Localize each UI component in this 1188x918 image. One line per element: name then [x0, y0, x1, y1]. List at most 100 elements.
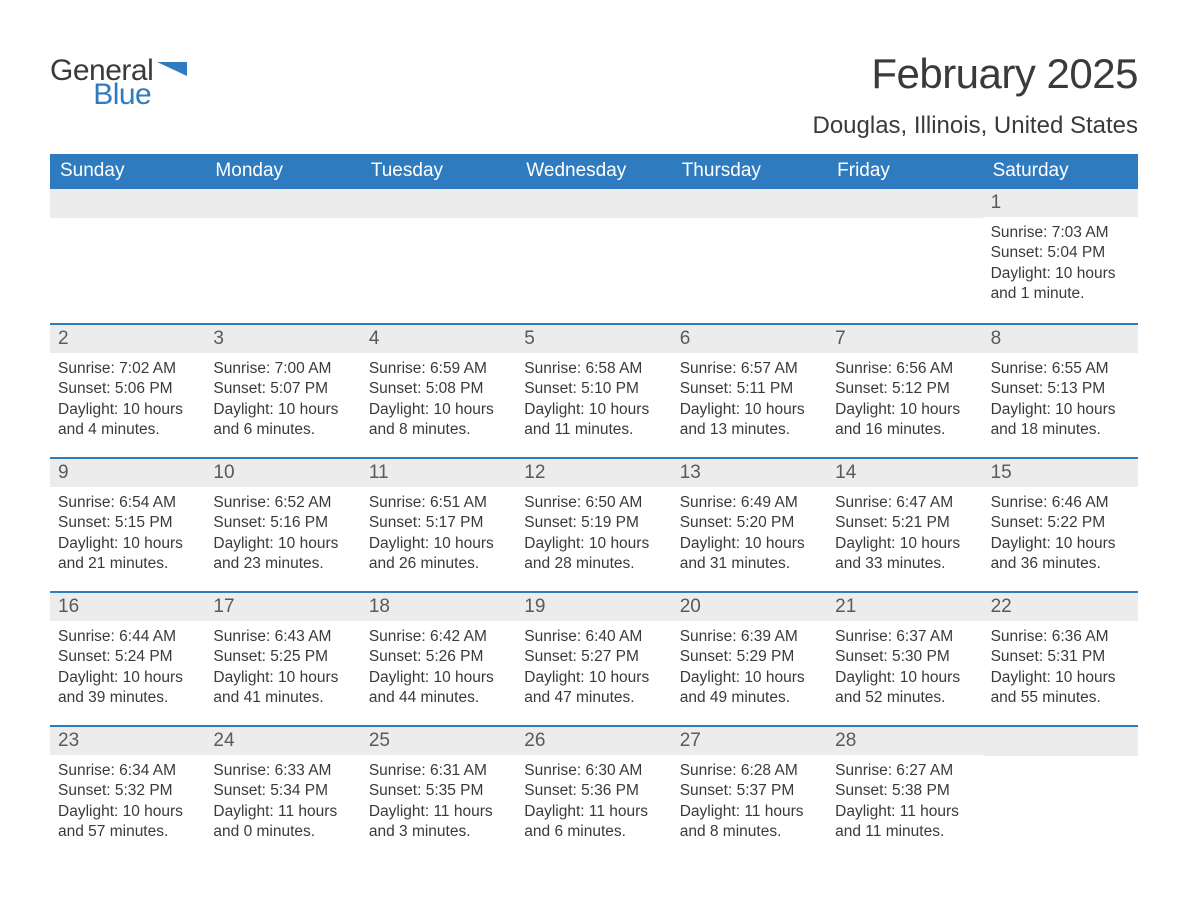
sunset-text: Sunset: 5:11 PM — [680, 379, 819, 399]
day-number: 6 — [672, 325, 827, 353]
sunrise-text: Sunrise: 6:30 AM — [524, 761, 663, 781]
weekday-saturday: Saturday — [983, 154, 1138, 189]
calendar-subtitle: Douglas, Illinois, United States — [813, 112, 1139, 140]
sunset-text: Sunset: 5:15 PM — [58, 513, 197, 533]
sunset-text: Sunset: 5:17 PM — [369, 513, 508, 533]
day-number: 5 — [516, 325, 671, 353]
sunset-text: Sunset: 5:38 PM — [835, 781, 974, 801]
day-cell: 10Sunrise: 6:52 AMSunset: 5:16 PMDayligh… — [205, 459, 360, 591]
day-body: Sunrise: 6:54 AMSunset: 5:15 PMDaylight:… — [50, 487, 205, 585]
sunrise-text: Sunrise: 6:28 AM — [680, 761, 819, 781]
day-body: Sunrise: 6:30 AMSunset: 5:36 PMDaylight:… — [516, 755, 671, 853]
sunrise-text: Sunrise: 6:31 AM — [369, 761, 508, 781]
day-number: 14 — [827, 459, 982, 487]
empty-strip — [516, 189, 671, 218]
day-number: 27 — [672, 727, 827, 755]
sunrise-text: Sunrise: 6:52 AM — [213, 493, 352, 513]
empty-cell — [361, 189, 516, 323]
daylight-text: Daylight: 10 hours and 52 minutes. — [835, 668, 974, 709]
daylight-text: Daylight: 10 hours and 31 minutes. — [680, 534, 819, 575]
daylight-text: Daylight: 10 hours and 47 minutes. — [524, 668, 663, 709]
sunrise-text: Sunrise: 6:37 AM — [835, 627, 974, 647]
sunrise-text: Sunrise: 7:03 AM — [991, 223, 1130, 243]
sunset-text: Sunset: 5:24 PM — [58, 647, 197, 667]
day-body: Sunrise: 6:44 AMSunset: 5:24 PMDaylight:… — [50, 621, 205, 719]
day-body: Sunrise: 6:39 AMSunset: 5:29 PMDaylight:… — [672, 621, 827, 719]
day-number: 8 — [983, 325, 1138, 353]
day-cell: 12Sunrise: 6:50 AMSunset: 5:19 PMDayligh… — [516, 459, 671, 591]
weekday-friday: Friday — [827, 154, 982, 189]
sunset-text: Sunset: 5:27 PM — [524, 647, 663, 667]
daylight-text: Daylight: 10 hours and 18 minutes. — [991, 400, 1130, 441]
sunrise-text: Sunrise: 6:54 AM — [58, 493, 197, 513]
daylight-text: Daylight: 11 hours and 3 minutes. — [369, 802, 508, 843]
sunset-text: Sunset: 5:06 PM — [58, 379, 197, 399]
sunrise-text: Sunrise: 6:55 AM — [991, 359, 1130, 379]
empty-strip — [361, 189, 516, 218]
day-number: 24 — [205, 727, 360, 755]
sunset-text: Sunset: 5:07 PM — [213, 379, 352, 399]
sunrise-text: Sunrise: 6:49 AM — [680, 493, 819, 513]
weekday-monday: Monday — [205, 154, 360, 189]
empty-strip — [50, 189, 205, 218]
weekday-thursday: Thursday — [672, 154, 827, 189]
day-body: Sunrise: 6:58 AMSunset: 5:10 PMDaylight:… — [516, 353, 671, 451]
sunrise-text: Sunrise: 6:57 AM — [680, 359, 819, 379]
sunset-text: Sunset: 5:35 PM — [369, 781, 508, 801]
day-body: Sunrise: 6:51 AMSunset: 5:17 PMDaylight:… — [361, 487, 516, 585]
sunrise-text: Sunrise: 6:58 AM — [524, 359, 663, 379]
week-row: 1Sunrise: 7:03 AMSunset: 5:04 PMDaylight… — [50, 189, 1138, 323]
day-body: Sunrise: 6:37 AMSunset: 5:30 PMDaylight:… — [827, 621, 982, 719]
logo-flag-icon — [157, 62, 187, 89]
day-body: Sunrise: 6:42 AMSunset: 5:26 PMDaylight:… — [361, 621, 516, 719]
day-body: Sunrise: 7:03 AMSunset: 5:04 PMDaylight:… — [983, 217, 1138, 315]
day-number: 23 — [50, 727, 205, 755]
week-row: 9Sunrise: 6:54 AMSunset: 5:15 PMDaylight… — [50, 457, 1138, 591]
empty-strip — [827, 189, 982, 218]
day-body: Sunrise: 6:47 AMSunset: 5:21 PMDaylight:… — [827, 487, 982, 585]
day-body: Sunrise: 6:50 AMSunset: 5:19 PMDaylight:… — [516, 487, 671, 585]
week-row: 23Sunrise: 6:34 AMSunset: 5:32 PMDayligh… — [50, 725, 1138, 859]
day-cell: 13Sunrise: 6:49 AMSunset: 5:20 PMDayligh… — [672, 459, 827, 591]
daylight-text: Daylight: 10 hours and 21 minutes. — [58, 534, 197, 575]
sunset-text: Sunset: 5:10 PM — [524, 379, 663, 399]
daylight-text: Daylight: 10 hours and 36 minutes. — [991, 534, 1130, 575]
empty-cell — [50, 189, 205, 323]
day-cell: 4Sunrise: 6:59 AMSunset: 5:08 PMDaylight… — [361, 325, 516, 457]
daylight-text: Daylight: 10 hours and 49 minutes. — [680, 668, 819, 709]
empty-cell — [205, 189, 360, 323]
day-number: 7 — [827, 325, 982, 353]
sunset-text: Sunset: 5:20 PM — [680, 513, 819, 533]
sunrise-text: Sunrise: 6:59 AM — [369, 359, 508, 379]
week-row: 16Sunrise: 6:44 AMSunset: 5:24 PMDayligh… — [50, 591, 1138, 725]
sunrise-text: Sunrise: 6:46 AM — [991, 493, 1130, 513]
sunrise-text: Sunrise: 6:27 AM — [835, 761, 974, 781]
day-cell: 17Sunrise: 6:43 AMSunset: 5:25 PMDayligh… — [205, 593, 360, 725]
day-number: 4 — [361, 325, 516, 353]
day-body: Sunrise: 6:34 AMSunset: 5:32 PMDaylight:… — [50, 755, 205, 853]
day-cell: 1Sunrise: 7:03 AMSunset: 5:04 PMDaylight… — [983, 189, 1138, 323]
daylight-text: Daylight: 11 hours and 11 minutes. — [835, 802, 974, 843]
daylight-text: Daylight: 10 hours and 4 minutes. — [58, 400, 197, 441]
day-number: 2 — [50, 325, 205, 353]
daylight-text: Daylight: 10 hours and 8 minutes. — [369, 400, 508, 441]
day-body: Sunrise: 6:28 AMSunset: 5:37 PMDaylight:… — [672, 755, 827, 853]
weekday-tuesday: Tuesday — [361, 154, 516, 189]
week-row: 2Sunrise: 7:02 AMSunset: 5:06 PMDaylight… — [50, 323, 1138, 457]
day-number: 21 — [827, 593, 982, 621]
day-body: Sunrise: 6:33 AMSunset: 5:34 PMDaylight:… — [205, 755, 360, 853]
sunset-text: Sunset: 5:19 PM — [524, 513, 663, 533]
header: General Blue February 2025 Douglas, Illi… — [50, 50, 1138, 140]
sunrise-text: Sunrise: 6:34 AM — [58, 761, 197, 781]
day-cell: 23Sunrise: 6:34 AMSunset: 5:32 PMDayligh… — [50, 727, 205, 859]
daylight-text: Daylight: 10 hours and 28 minutes. — [524, 534, 663, 575]
day-number: 22 — [983, 593, 1138, 621]
sunset-text: Sunset: 5:37 PM — [680, 781, 819, 801]
empty-cell — [983, 727, 1138, 859]
day-cell: 16Sunrise: 6:44 AMSunset: 5:24 PMDayligh… — [50, 593, 205, 725]
day-cell: 7Sunrise: 6:56 AMSunset: 5:12 PMDaylight… — [827, 325, 982, 457]
day-number: 12 — [516, 459, 671, 487]
daylight-text: Daylight: 10 hours and 1 minute. — [991, 264, 1130, 305]
sunset-text: Sunset: 5:04 PM — [991, 243, 1130, 263]
daylight-text: Daylight: 10 hours and 6 minutes. — [213, 400, 352, 441]
